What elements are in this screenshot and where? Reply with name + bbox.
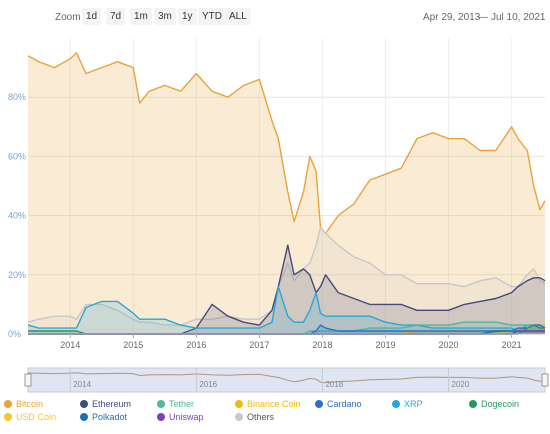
navigator-label: 2018 — [325, 380, 343, 389]
zoom-label: Zoom — [55, 12, 81, 23]
zoom-1d-button[interactable]: 1d — [82, 8, 102, 25]
legend-label: Uniswap — [169, 412, 204, 422]
zoom-7d-button[interactable]: 7d — [106, 8, 126, 25]
legend-label: Dogecoin — [481, 399, 520, 409]
legend-item-ethereum[interactable]: Ethereum — [80, 399, 131, 409]
series-area — [27, 52, 546, 335]
navigator-left-handle[interactable] — [24, 373, 32, 387]
navigator[interactable]: 2014 2016 2018 2020 — [24, 367, 549, 393]
legend-dot — [4, 400, 12, 408]
legend-item-uniswap[interactable]: Uniswap — [157, 412, 204, 422]
xrp-line — [27, 285, 546, 332]
legend-dot — [157, 400, 165, 408]
legend-dot — [4, 413, 12, 421]
legend-item-dogecoin[interactable]: Dogecoin — [469, 399, 519, 409]
x-tick-label: 2014 — [60, 340, 80, 350]
legend-dot — [80, 413, 88, 421]
xrp-area — [28, 286, 545, 334]
ethereum-area — [28, 245, 545, 334]
zoom-all-button[interactable]: ALL — [225, 8, 251, 25]
zoom-1y-button[interactable]: 1y — [178, 8, 197, 25]
y-tick-label: 80% — [8, 92, 26, 102]
legend-dot — [235, 413, 243, 421]
zoom-1m-button[interactable]: 1m — [130, 8, 152, 25]
y-tick-label: 0% — [8, 329, 21, 339]
legend-item-usd-coin[interactable]: USD Coin — [4, 412, 56, 422]
others-area — [28, 227, 545, 334]
cardano-area — [28, 325, 545, 334]
bitcoin-area — [28, 52, 545, 335]
legend-item-polkadot[interactable]: Polkadot — [80, 412, 127, 422]
bitcoin-line — [27, 52, 546, 235]
x-tick-label: 2017 — [249, 340, 269, 350]
dogecoin-area — [28, 325, 545, 334]
others-line — [27, 226, 546, 326]
legend-label: USD Coin — [16, 412, 57, 422]
x-tick-label: 2020 — [439, 340, 459, 350]
legend-label: Binance Coin — [247, 399, 301, 409]
legend-item-binance-coin[interactable]: Binance Coin — [235, 399, 301, 409]
range-from[interactable]: Apr 29, 2013 — [423, 12, 481, 23]
navigator-label: 2020 — [452, 380, 470, 389]
legend-item-tether[interactable]: Tether — [157, 399, 194, 409]
legend-item-xrp[interactable]: XRP — [392, 399, 423, 409]
x-tick-label: 2019 — [375, 340, 395, 350]
legend-label: Cardano — [327, 399, 362, 409]
x-tick-label: 2015 — [123, 340, 143, 350]
legend-label: XRP — [404, 399, 423, 409]
x-tick-label: 2016 — [186, 340, 206, 350]
toolbar: Zoom 1d 7d 1m 3m 1y YTD ALL Apr 29, 2013… — [0, 0, 550, 34]
x-tick-label: 2018 — [312, 340, 332, 350]
y-axis: 0% 20% 40% 60% 80% — [8, 92, 26, 339]
navigator-label: 2014 — [73, 380, 91, 389]
y-tick-label: 20% — [8, 270, 26, 280]
navigator-right-handle[interactable] — [541, 373, 549, 387]
legend-item-cardano[interactable]: Cardano — [315, 399, 362, 409]
legend-label: Others — [247, 412, 275, 422]
y-tick-label: 60% — [8, 151, 26, 161]
legend-label: Bitcoin — [16, 399, 44, 409]
x-tick-label: 2021 — [502, 340, 522, 350]
legend-label: Ethereum — [92, 399, 132, 409]
navigator-label: 2016 — [199, 380, 217, 389]
legend-dot — [315, 400, 323, 408]
legend-label: Tether — [169, 399, 195, 409]
legend-label: Polkadot — [92, 412, 128, 422]
zoom-ytd-button[interactable]: YTD — [198, 8, 226, 25]
legend-item-bitcoin[interactable]: Bitcoin — [4, 399, 43, 409]
y-tick-label: 40% — [8, 211, 26, 221]
legend-dot — [80, 400, 88, 408]
grid-lines — [28, 38, 545, 335]
zoom-3m-button[interactable]: 3m — [154, 8, 176, 25]
range-to[interactable]: Jul 10, 2021 — [491, 12, 546, 23]
legend-item-others[interactable]: Others — [235, 412, 274, 422]
legend-dot — [157, 413, 165, 421]
range-separator: — — [478, 12, 488, 23]
x-axis: 2014 2015 2016 2017 2018 2019 2020 2021 — [28, 333, 545, 350]
legend-dot — [392, 400, 400, 408]
legend-dot — [235, 400, 243, 408]
navigator-line — [27, 372, 546, 384]
legend-dot — [469, 400, 477, 408]
